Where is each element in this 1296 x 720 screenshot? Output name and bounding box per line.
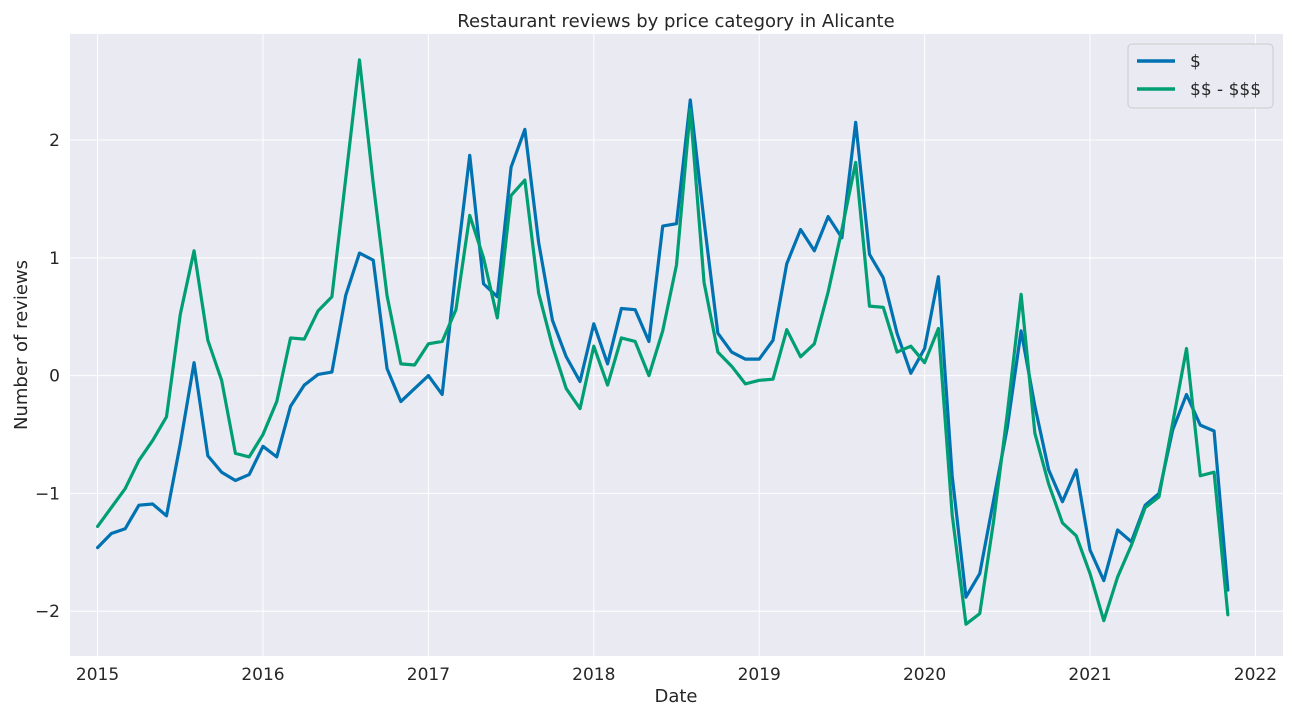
y-axis-title: Number of reviews: [11, 260, 32, 430]
y-tick-label: 1: [49, 249, 60, 269]
x-tick-label: 2019: [738, 665, 781, 685]
series-line-1: [95, 98, 1230, 599]
series-line-2: [95, 58, 1230, 626]
chart-title: Restaurant reviews by price category in …: [457, 11, 894, 32]
plot-area: [70, 34, 1283, 656]
x-tick-label: 2022: [1234, 665, 1277, 685]
y-tick-label: 2: [49, 131, 60, 151]
x-axis-title: Date: [654, 686, 697, 707]
series-lines: [95, 58, 1230, 626]
x-tick-label: 2021: [1068, 665, 1111, 685]
y-tick-label: −1: [35, 484, 60, 504]
x-tick-labels: 2015 2016 2017 2018 2019 2020 2021 2022: [76, 665, 1277, 685]
x-tick-label: 2017: [407, 665, 450, 685]
x-tick-label: 2020: [903, 665, 946, 685]
legend-label-series-2: $$ - $$$: [1190, 80, 1261, 100]
x-tick-label: 2018: [572, 665, 615, 685]
y-tick-labels: −2 −1 0 1 2: [35, 131, 60, 622]
x-tick-label: 2015: [76, 665, 119, 685]
y-tick-label: 0: [49, 367, 60, 387]
legend-label-series-1: $: [1190, 52, 1201, 72]
legend: $ $$ - $$$: [1127, 43, 1274, 109]
x-tick-label: 2016: [241, 665, 284, 685]
y-tick-label: −2: [35, 602, 60, 622]
